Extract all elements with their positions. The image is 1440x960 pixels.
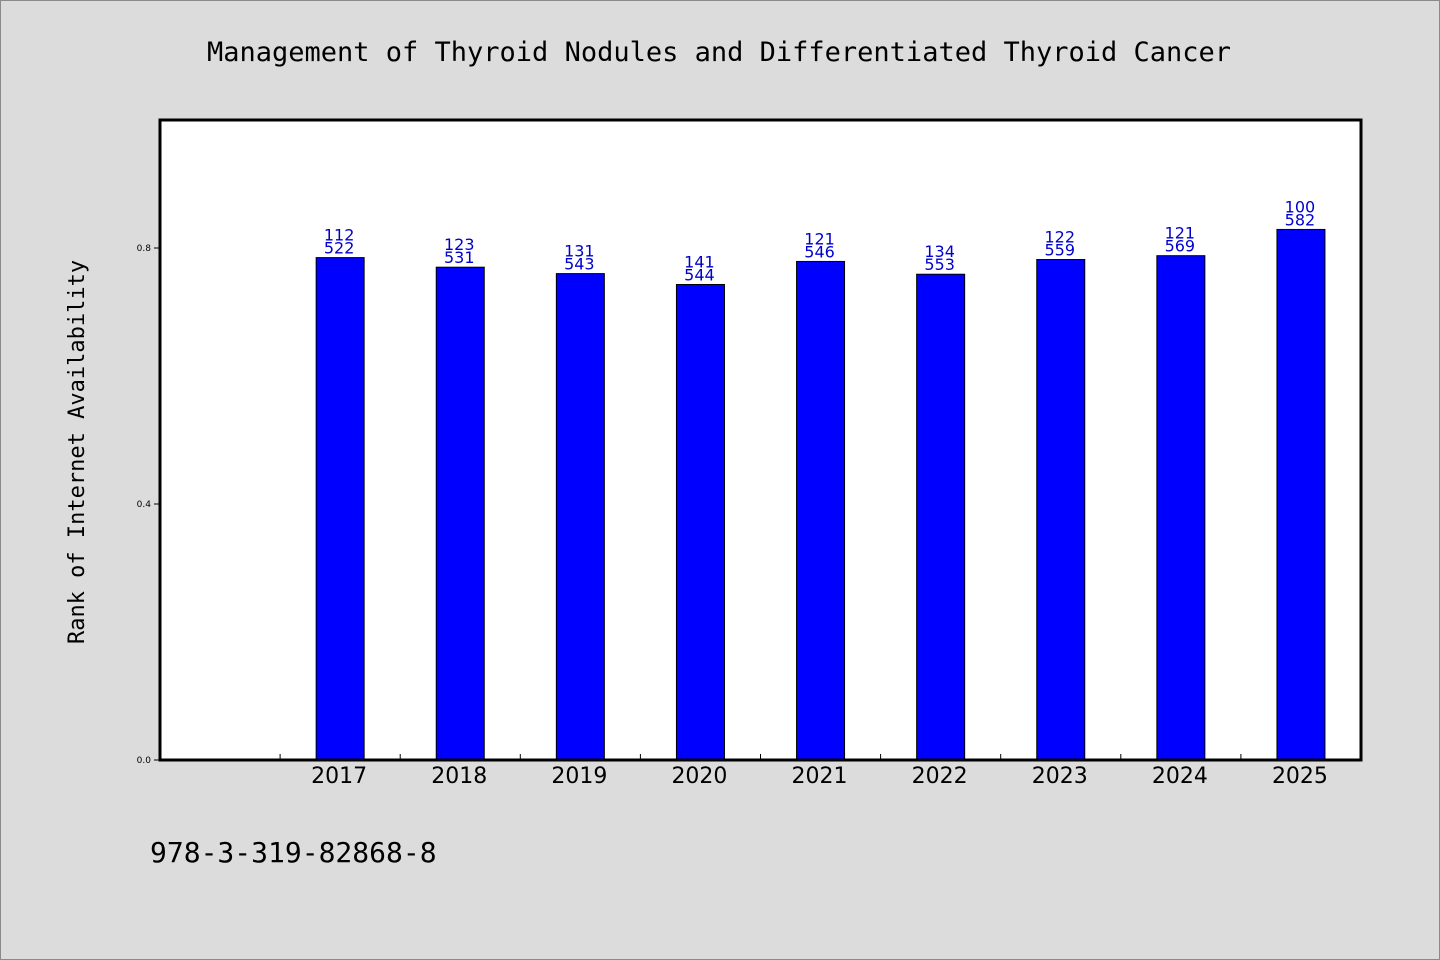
- x-tick-label-2020: 2020: [671, 764, 727, 789]
- bar-2018: [435, 266, 485, 761]
- x-tick-label-2019: 2019: [551, 764, 607, 789]
- x-tick-label-2021: 2021: [792, 764, 848, 789]
- plot-border: [158, 118, 1363, 762]
- x-tick-label-2023: 2023: [1032, 764, 1088, 789]
- data-label-top-2022: 134: [924, 242, 955, 261]
- y-axis: 0.0 0.4 0.8: [137, 244, 160, 766]
- bar-2025: [1276, 228, 1326, 761]
- data-label-bottom-2025: 582: [1285, 210, 1316, 229]
- bar-2021: [796, 260, 846, 761]
- data-label-bottom-2019: 543: [564, 255, 595, 274]
- bar-2022: [916, 273, 966, 761]
- x-tick-label-2017: 2017: [311, 764, 367, 789]
- bar-2024: [1156, 255, 1206, 761]
- data-label-top-2025: 100: [1285, 197, 1316, 216]
- bar-2023: [1036, 259, 1086, 761]
- bar-2017: [315, 257, 365, 761]
- x-tick-label-2025: 2025: [1272, 764, 1328, 789]
- data-label-top-2018: 123: [444, 235, 475, 254]
- x-tick-label-2022: 2022: [912, 764, 968, 789]
- x-tick-label-2018: 2018: [431, 764, 487, 789]
- bar-2019: [555, 273, 605, 761]
- y-tick-label: 0.4: [137, 500, 152, 510]
- data-label-top-2021: 121: [804, 229, 835, 248]
- data-label-bottom-2021: 546: [804, 242, 835, 261]
- chart-title: Management of Thyroid Nodules and Differ…: [207, 37, 1231, 68]
- bars: [315, 228, 1326, 761]
- y-tick-label: 0.8: [137, 244, 152, 254]
- data-label-bottom-2018: 531: [444, 248, 475, 267]
- data-label-bottom-2020: 544: [684, 265, 715, 284]
- data-label-bottom-2023: 559: [1044, 241, 1075, 260]
- y-tick-label: 0.0: [137, 756, 152, 766]
- x-tick-label-2024: 2024: [1152, 764, 1208, 789]
- data-label-bottom-2017: 522: [324, 239, 355, 258]
- data-label-top-2023: 122: [1044, 228, 1075, 247]
- y-axis-label: Rank of Internet Availability: [65, 260, 90, 644]
- data-label-bottom-2022: 553: [924, 255, 955, 274]
- bar-2020: [675, 283, 725, 761]
- x-axis-tick-labels: 2017 2018 2019 2020 2021 2022 2023 2024 2025: [311, 764, 1328, 789]
- data-label-bottom-2024: 569: [1165, 237, 1196, 256]
- data-label-top-2024: 121: [1165, 224, 1196, 243]
- data-label-top-2017: 112: [324, 226, 355, 245]
- isbn-footer: 978-3-319-82868-8: [150, 836, 437, 869]
- data-label-top-2020: 141: [684, 252, 715, 271]
- data-label-top-2019: 131: [564, 242, 595, 261]
